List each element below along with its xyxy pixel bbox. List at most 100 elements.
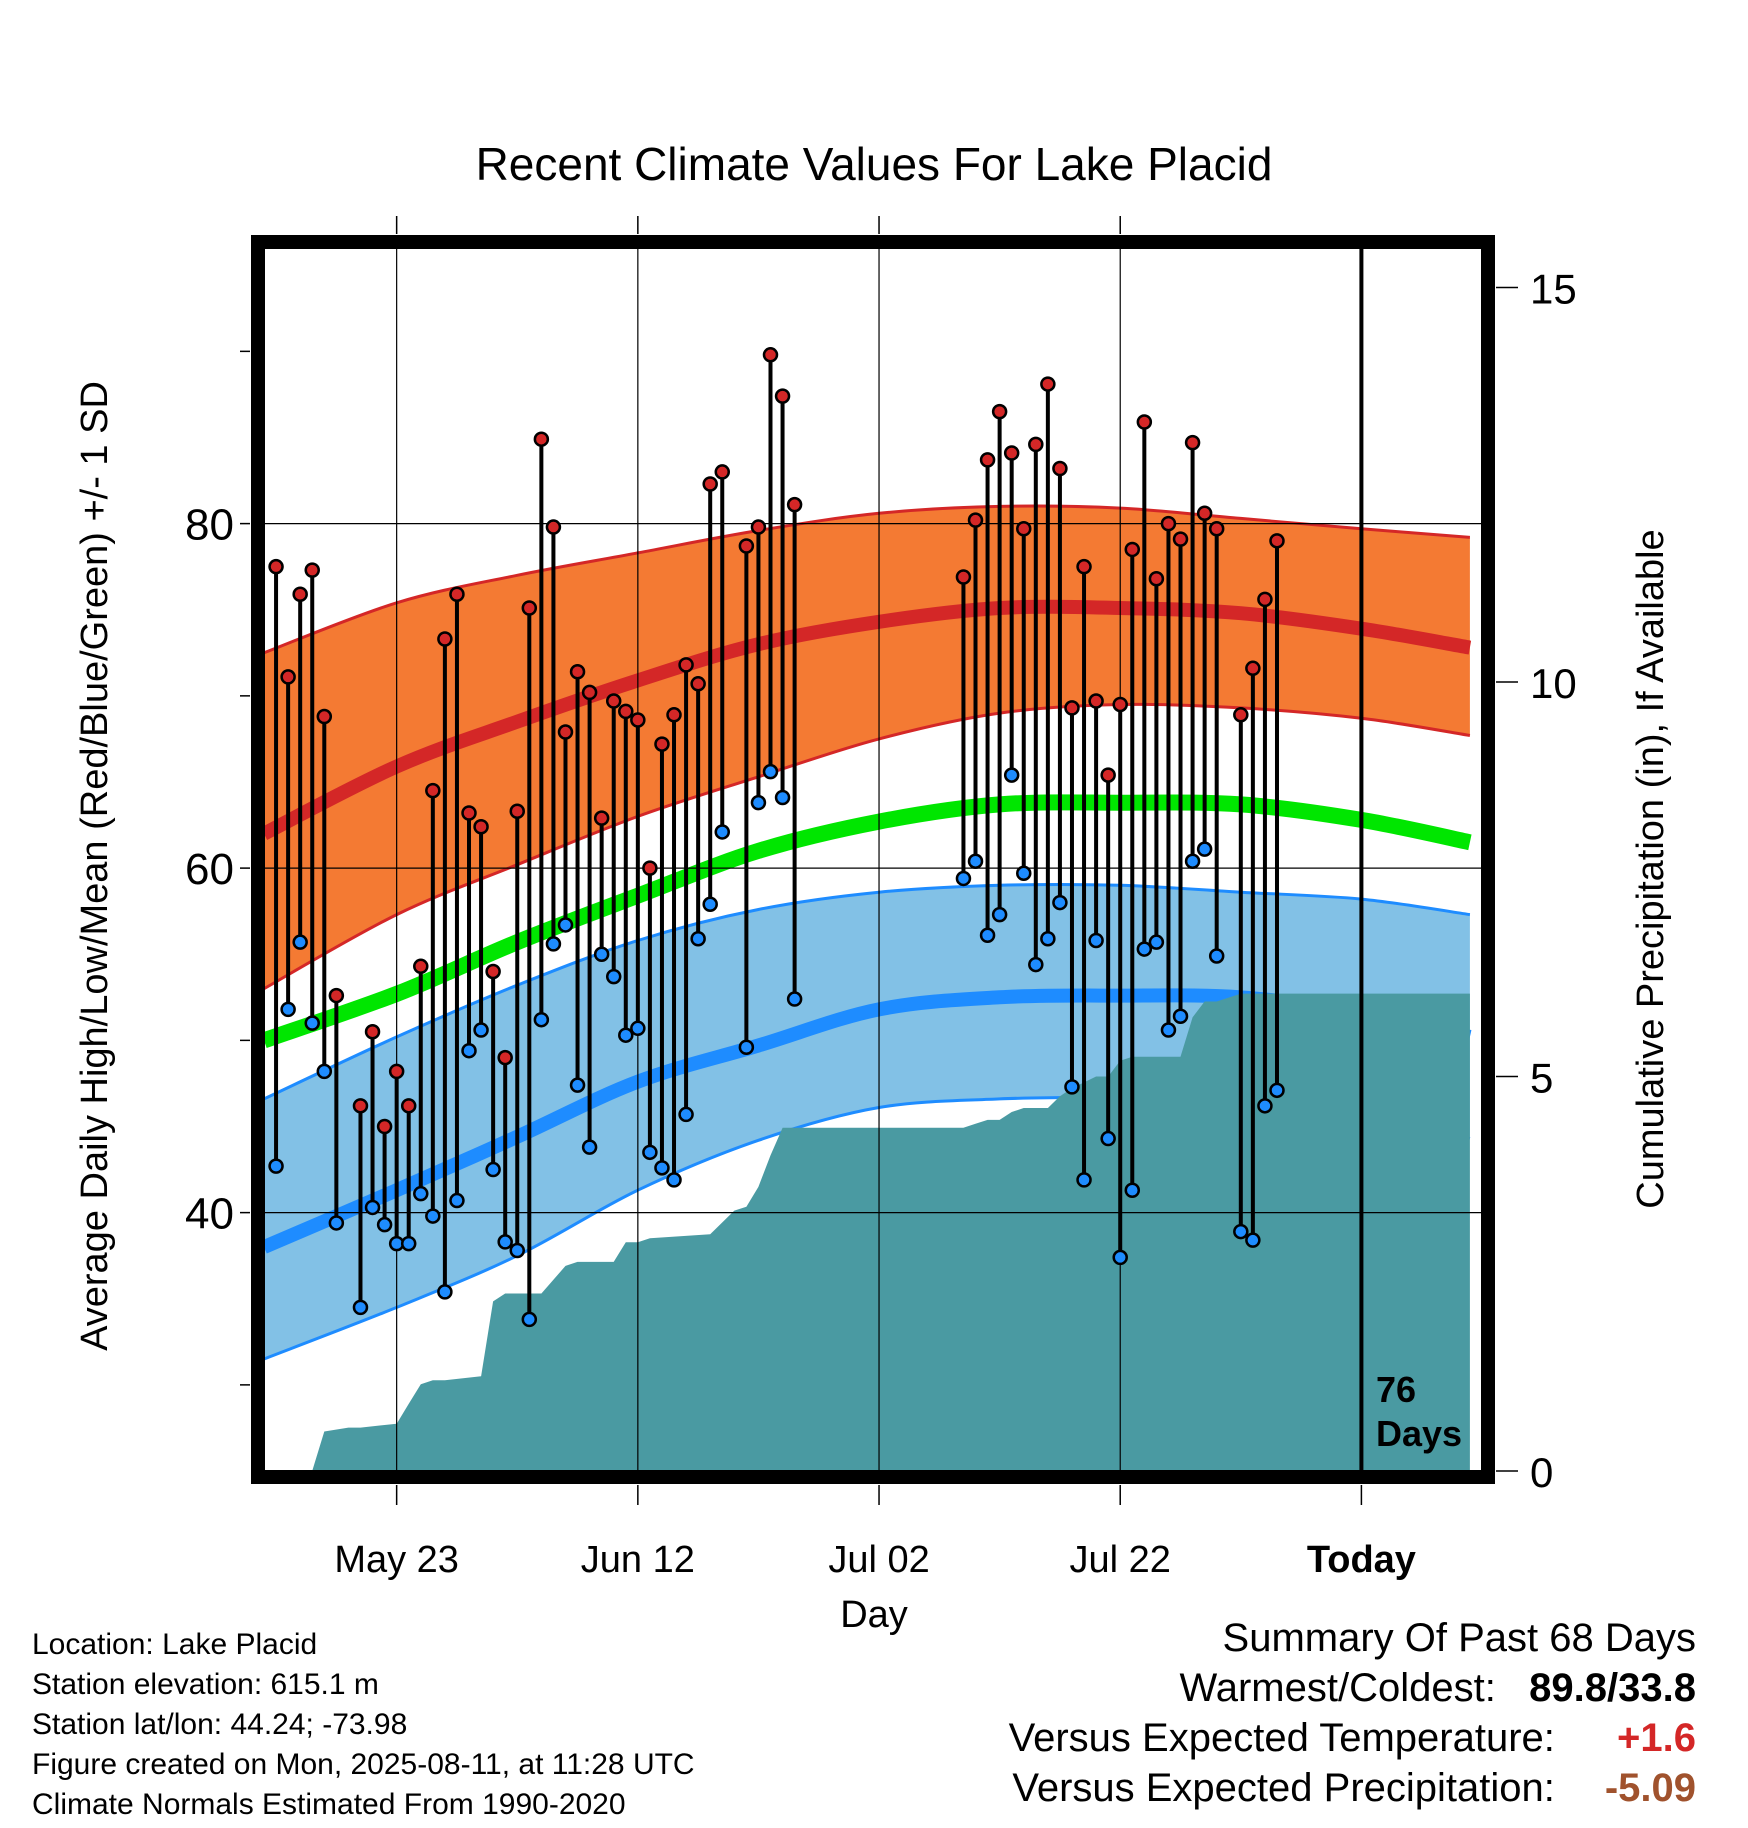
daily-low-point — [1052, 894, 1068, 911]
y-axis-label: Average Daily High/Low/Mean (Red/Blue/Gr… — [74, 381, 116, 1351]
daily-high-point — [1160, 515, 1177, 532]
daily-high-point — [1172, 531, 1189, 547]
daily-low-point — [1233, 1223, 1249, 1240]
daily-high-point — [979, 452, 996, 468]
daily-high-point — [630, 712, 646, 728]
daily-low-point — [304, 1015, 320, 1031]
chart-title: Recent Climate Values For Lake Placid — [476, 138, 1273, 190]
daily-low-point — [666, 1172, 682, 1188]
daily-low-point — [1028, 956, 1044, 973]
daily-high-point — [1015, 521, 1032, 537]
cumulative-precipitation — [312, 993, 1470, 1471]
daily-high-point — [1208, 521, 1225, 537]
daily-high-point — [509, 803, 525, 820]
daily-high-point — [533, 431, 550, 447]
daily-high-point — [400, 1098, 417, 1114]
daily-high-point — [1003, 445, 1020, 461]
temperature-anomaly: +1.6 — [1617, 1716, 1696, 1760]
daily-high-point — [702, 476, 718, 492]
daily-low-point — [967, 853, 984, 869]
y2-tick-label: 0 — [1530, 1449, 1553, 1496]
daily-low-point — [521, 1311, 538, 1328]
daily-low-point — [786, 991, 803, 1007]
y2-axis-label: Cumulative Precipitation (in), If Availa… — [1630, 529, 1672, 1208]
daily-high-point — [268, 558, 284, 575]
daily-high-point — [955, 569, 972, 585]
daily-low-point — [1172, 1008, 1189, 1025]
daily-high-point — [738, 538, 755, 554]
daily-low-point — [979, 927, 996, 944]
daily-high-point — [1052, 460, 1068, 477]
daily-low-point — [437, 1284, 453, 1300]
daily-high-point — [304, 562, 320, 578]
daily-low-point — [1064, 1079, 1080, 1095]
daily-high-point — [1064, 700, 1080, 716]
daily-low-point — [991, 906, 1008, 923]
daily-high-point — [690, 676, 706, 692]
daily-low-point — [557, 917, 574, 933]
daily-low-point — [1112, 1249, 1128, 1266]
x-tick-label: Jul 22 — [1070, 1539, 1171, 1581]
daily-low-point — [328, 1215, 345, 1231]
x-tick-label: May 23 — [334, 1539, 459, 1581]
daily-high-point — [352, 1098, 369, 1114]
plot-frame — [251, 235, 1495, 1484]
daily-low-point — [1257, 1098, 1273, 1114]
daily-low-point — [702, 896, 718, 913]
x-tick-label: Jul 02 — [828, 1539, 929, 1581]
daily-high-point — [497, 1049, 513, 1066]
daily-low-point — [268, 1158, 284, 1174]
daily-high-point — [1148, 570, 1165, 587]
daily-low-point — [955, 870, 972, 887]
y-tick-label: 60 — [185, 845, 234, 894]
daily-high-point — [750, 519, 767, 535]
value-separator: / — [1607, 1666, 1619, 1710]
daily-high-point — [328, 987, 345, 1004]
summary-precipitation: Versus Expected Precipitation: -5.09 — [1009, 1763, 1696, 1813]
daily-high-point — [292, 586, 308, 602]
daily-low-point — [376, 1216, 393, 1233]
daily-low-point — [1088, 932, 1104, 949]
daily-low-point — [714, 824, 731, 840]
daily-low-point — [533, 1011, 550, 1028]
daily-high-point — [1257, 591, 1273, 608]
daily-low-point — [1015, 865, 1032, 882]
daily-high-point — [437, 631, 453, 647]
daily-low-point — [280, 1001, 296, 1018]
daily-high-point — [714, 464, 731, 480]
daily-low-point — [1124, 1182, 1141, 1198]
daily-high-point — [557, 724, 574, 740]
daily-low-point — [352, 1299, 369, 1316]
summary-heading: Summary Of Past 68 Days — [1222, 1616, 1696, 1660]
x-tick-label: Jun 12 — [581, 1539, 695, 1581]
daily-high-point — [1100, 767, 1116, 783]
daily-high-point — [786, 496, 803, 513]
daily-high-point — [1028, 436, 1044, 453]
daily-low-point — [605, 968, 622, 985]
daily-high-point — [618, 703, 634, 720]
daily-low-point — [461, 1042, 477, 1059]
daily-low-point — [1003, 767, 1020, 783]
normal-mean-line — [264, 794, 1472, 1048]
axes: 40 60 80 May 23 Jun 12 Jul 02 Jul 22 Today 0 5 10 1… — [185, 216, 1577, 1581]
daily-low-point — [630, 1020, 646, 1037]
daily-high-point — [449, 586, 465, 602]
daily-high-point — [967, 512, 984, 528]
x-axis-label: Day — [840, 1594, 908, 1636]
daily-low-point — [1076, 1172, 1092, 1188]
y2-tick-label: 5 — [1530, 1054, 1553, 1101]
y2-tick-label: 15 — [1530, 265, 1577, 312]
daily-low-point — [654, 1160, 670, 1176]
daily-low-point — [618, 1027, 634, 1043]
daily-high-point — [461, 805, 477, 821]
daily-high-point — [1112, 696, 1128, 713]
daily-high-point — [364, 1024, 381, 1040]
daily-low-point — [400, 1235, 417, 1252]
created-text: Figure created on Mon, 2025-08-11, at 11… — [32, 1748, 695, 1781]
daily-high-point — [666, 707, 682, 723]
daily-high-point — [1184, 434, 1201, 451]
daily-low-point — [593, 946, 610, 962]
summary-panel: Summary Of Past 68 Days Warmest/Coldest:… — [1009, 1613, 1696, 1813]
latlon-text: Station lat/lon: 44.24; -73.98 — [32, 1708, 408, 1741]
daily-high-point — [1245, 660, 1261, 677]
